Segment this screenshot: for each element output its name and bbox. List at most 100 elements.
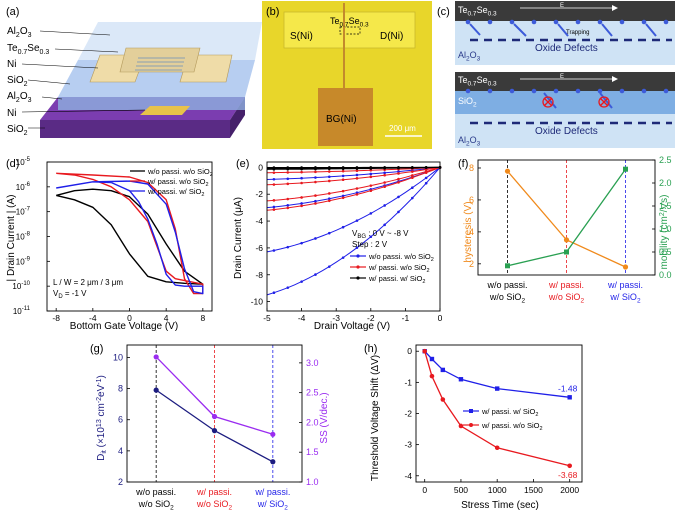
h-end-label-1: -3.68 bbox=[558, 470, 578, 480]
e-point-1-2-22 bbox=[286, 182, 290, 186]
e-point-0-1-6 bbox=[397, 195, 400, 199]
e-point-0-0-8 bbox=[383, 223, 386, 227]
c-top-defects-label: Oxide Defects bbox=[535, 43, 598, 54]
f-category-label-0: w/o passi. bbox=[486, 280, 527, 290]
d-series bbox=[56, 172, 204, 295]
f-ytick-right-label-1: 0.5 bbox=[659, 247, 672, 257]
g-ytick-left-label-3: 8 bbox=[118, 384, 123, 394]
h-point-1-1 bbox=[429, 373, 435, 379]
h-point-1-2 bbox=[440, 397, 446, 402]
e-point-0-1-12 bbox=[355, 219, 359, 222]
g-point-1-1 bbox=[211, 413, 218, 420]
panel-a-label: (a) bbox=[6, 6, 19, 18]
e-point-1-0-8 bbox=[383, 185, 386, 189]
h-xtick-label-2: 1000 bbox=[488, 485, 507, 495]
e-point-0-1-16 bbox=[327, 231, 331, 235]
h-xtick-label-0: 0 bbox=[422, 485, 427, 495]
h-legend-text-0: w/ passi. w/ SiO2 bbox=[481, 407, 538, 418]
e-ytick-label-5: -10 bbox=[251, 297, 264, 307]
e-point-1-0-14 bbox=[341, 196, 345, 200]
e-point-2-4-6 bbox=[397, 166, 400, 169]
oxide-front bbox=[58, 97, 245, 110]
e-point-0-0-4 bbox=[411, 196, 414, 200]
f-point-0-0 bbox=[504, 168, 511, 174]
e-point-0-3-14 bbox=[341, 174, 345, 178]
e-ticks: -5 -4 -3 -2 -1 00-2-4-6-8-10 bbox=[251, 162, 443, 323]
e-point-1-3-24 bbox=[272, 171, 276, 174]
e-xtick-label-3: -2 bbox=[367, 313, 375, 323]
f-ytick-left-label-2: 6 bbox=[469, 195, 474, 205]
e-point-1-2-18 bbox=[314, 180, 317, 184]
e-point-0-0-16 bbox=[327, 265, 331, 268]
e-point-0-2-18 bbox=[314, 199, 317, 203]
g-point-0-2 bbox=[270, 459, 276, 465]
e-ytick-label-4: -8 bbox=[255, 270, 263, 280]
e-point-0-1-14 bbox=[341, 225, 345, 229]
e-point-0-3-18 bbox=[314, 176, 317, 179]
e-point-2-4-16 bbox=[327, 166, 331, 169]
e-point-1-3-18 bbox=[314, 170, 317, 174]
e-point-2-4-10 bbox=[369, 166, 373, 169]
gate-bar bbox=[140, 106, 190, 115]
h-ylabel: Threshold Voltage Shift (ΔV) bbox=[370, 355, 381, 481]
h-frame bbox=[415, 344, 583, 483]
gate-label: BG(Ni) bbox=[326, 114, 357, 125]
panel-d-label: (d) bbox=[6, 158, 19, 170]
e-point-2-4-8 bbox=[383, 166, 386, 169]
e-point-0-1-10 bbox=[369, 212, 373, 215]
g-ytick-left-label-4: 10 bbox=[113, 352, 123, 362]
c-bottom-defects-label: Oxide Defects bbox=[535, 126, 598, 137]
e-legend-marker-2 bbox=[356, 276, 360, 280]
c-top-dielectric-label: Al2O3 bbox=[458, 50, 481, 63]
g-ylabel-left: Dit (×1013 cm-2eV-1) bbox=[96, 375, 108, 461]
e-point-1-1-20 bbox=[300, 196, 303, 199]
e-point-0-0-6 bbox=[397, 210, 400, 214]
e-point-0-0-12 bbox=[355, 246, 359, 249]
layer-label-4: Al2O3 bbox=[7, 91, 32, 104]
h-point-0-3 bbox=[458, 377, 464, 382]
d-ytick-label-1: 10-10 bbox=[12, 281, 30, 291]
middle-contact bbox=[119, 47, 201, 73]
c-blocked-arrows bbox=[542, 92, 613, 109]
f-ytick-left-label-0: 2 bbox=[469, 259, 474, 269]
c-bottom-field-head bbox=[612, 76, 618, 82]
d-ytick-label-5: 10-6 bbox=[16, 182, 31, 192]
h-legend-text-1: w/ passi. w/o SiO2 bbox=[481, 421, 543, 432]
d-legend-text-0: w/o passi. w/o SiO2 bbox=[147, 167, 213, 178]
e-point-0-0-14 bbox=[341, 256, 345, 259]
e-point-1-2-20 bbox=[300, 181, 303, 185]
f-ylabel-left: hysteresis (V) bbox=[463, 201, 474, 262]
h-point-0-5 bbox=[567, 395, 572, 400]
e-point-0-0-20 bbox=[300, 280, 303, 283]
e-xtick-label-2: -3 bbox=[332, 313, 340, 323]
panel-f-label: (f) bbox=[458, 158, 468, 170]
e-point-1-3-16 bbox=[327, 170, 331, 173]
f-ytick-right-label-5: 2.5 bbox=[659, 155, 672, 165]
g-ytick-right-label-0: 1.0 bbox=[306, 477, 319, 487]
e-point-1-2-8 bbox=[383, 173, 386, 177]
e-point-0-1-8 bbox=[383, 204, 386, 207]
d-ytick-label-2: 10-9 bbox=[16, 256, 31, 266]
e-legend-marker-1 bbox=[356, 265, 360, 269]
e-point-1-3-22 bbox=[286, 171, 290, 174]
e-legend-text-1: w/ passi. w/o SiO2 bbox=[368, 263, 430, 274]
e-ytick-label-3: -6 bbox=[255, 243, 263, 253]
layer-labels: Al2O3 Te0.7Se0.3 Ni SiO2 Al2O3 Ni SiO2 bbox=[7, 26, 146, 137]
e-point-1-1-6 bbox=[397, 177, 400, 181]
h-ytick-label-1: -1 bbox=[404, 377, 412, 387]
e-point-1-0-24 bbox=[272, 208, 276, 211]
e-point-0-3-22 bbox=[286, 177, 290, 181]
e-point-0-1-2 bbox=[424, 176, 428, 180]
c-passivation-label: SiO2 bbox=[458, 96, 477, 109]
h-ytick-label-2: -2 bbox=[404, 409, 412, 419]
panel-b-label: (b) bbox=[266, 6, 279, 18]
e-point-1-0-22 bbox=[286, 206, 290, 210]
c-bottom-channel bbox=[455, 72, 675, 91]
e-point-1-0-6 bbox=[397, 181, 400, 184]
d-legend: w/o passi. w/o SiO2 w/ passi. w/o SiO2 w… bbox=[130, 167, 213, 198]
h-xtick-label-4: 2000 bbox=[560, 485, 579, 495]
panel-h: (h) Threshold Voltage Shift (ΔV) Stress … bbox=[364, 343, 583, 511]
c-trapping-label: Trapping bbox=[566, 30, 589, 36]
